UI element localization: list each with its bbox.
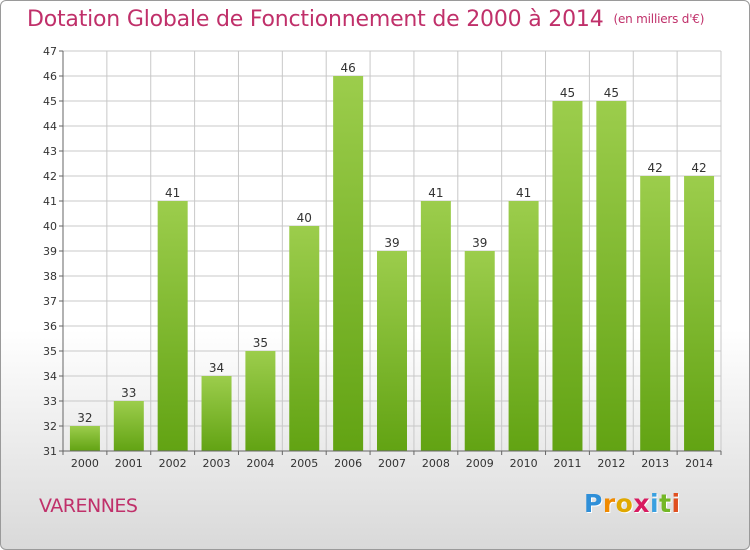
bar-2004: [245, 351, 276, 451]
y-tick-label: 33: [43, 395, 57, 408]
y-tick-label: 46: [43, 70, 57, 83]
bar-2009: [464, 251, 495, 451]
value-label-2006: 46: [340, 61, 355, 75]
y-tick-label: 37: [43, 295, 57, 308]
bar-2000: [69, 426, 100, 451]
bar-2010: [508, 201, 539, 451]
value-label-2013: 42: [648, 161, 663, 175]
bar-2013: [640, 176, 671, 451]
value-label-2012: 45: [604, 86, 619, 100]
bars: [69, 76, 715, 451]
y-tick-label: 38: [43, 270, 57, 283]
y-tick-label: 42: [43, 170, 57, 183]
x-tick-label-2003: 2003: [203, 457, 231, 470]
chart-title-text: Dotation Globale de Fonctionnement de 20…: [27, 7, 604, 32]
x-tick-label-2012: 2012: [597, 457, 625, 470]
logo-letter: i: [650, 489, 660, 518]
value-label-2011: 45: [560, 86, 575, 100]
x-tick-label-2004: 2004: [246, 457, 274, 470]
x-tick-label-2000: 2000: [71, 457, 99, 470]
x-tick-label-2009: 2009: [466, 457, 494, 470]
x-tick-label-2005: 2005: [290, 457, 318, 470]
x-tick-label-2006: 2006: [334, 457, 362, 470]
x-tick-label-2011: 2011: [553, 457, 581, 470]
bar-2001: [113, 401, 144, 451]
x-tick-label-2007: 2007: [378, 457, 406, 470]
commune-name: VARENNES: [39, 495, 138, 517]
x-tick-label-2010: 2010: [510, 457, 538, 470]
value-label-2003: 34: [209, 361, 224, 375]
bar-2002: [157, 201, 188, 451]
y-tick-label: 34: [43, 370, 57, 383]
data-labels: 32 33 41 34 35 40 46 39 41 39 41 45 45 42 42: [77, 61, 706, 425]
x-tick-label-2014: 2014: [685, 457, 713, 470]
axes: 31 32 33 34 35 36 37 38 39 40 41 42 43 44 45 46 47 2000 20…: [43, 45, 722, 470]
y-tick-label: 36: [43, 320, 57, 333]
chart-subtitle: (en milliers d'€): [613, 12, 705, 26]
bar-2006: [333, 76, 364, 451]
x-tick-label-2002: 2002: [159, 457, 187, 470]
y-tick-label: 35: [43, 345, 57, 358]
logo-letter: x: [633, 489, 650, 518]
chart-title: Dotation Globale de Fonctionnement de 20…: [27, 7, 704, 32]
x-tick-label-2013: 2013: [641, 457, 669, 470]
y-tick-label: 44: [43, 120, 57, 133]
value-label-2009: 39: [472, 236, 487, 250]
value-label-2008: 41: [428, 186, 443, 200]
logo-letter: i: [671, 489, 681, 518]
value-label-2007: 39: [384, 236, 399, 250]
x-tick-label-2008: 2008: [422, 457, 450, 470]
y-tick-label: 41: [43, 195, 57, 208]
bar-2007: [377, 251, 407, 451]
value-label-2010: 41: [516, 186, 531, 200]
value-label-2000: 32: [77, 411, 92, 425]
value-label-2014: 42: [691, 161, 706, 175]
bar-2005: [289, 226, 320, 451]
bar-2011: [552, 101, 583, 451]
y-tick-label: 47: [43, 45, 57, 58]
x-tick-label-2001: 2001: [115, 457, 143, 470]
logo-letter: P: [584, 489, 603, 518]
bar-2014: [684, 176, 715, 451]
y-tick-label: 43: [43, 145, 57, 158]
value-label-2004: 35: [253, 336, 268, 350]
y-tick-label: 39: [43, 245, 57, 258]
y-tick-label: 31: [43, 445, 57, 458]
logo-letter: r: [602, 489, 616, 518]
proxiti-logo: Proxiti: [584, 489, 681, 518]
logo-letter: t: [659, 489, 672, 518]
bar-2003: [201, 376, 232, 451]
y-tick-label: 45: [43, 95, 57, 108]
value-label-2002: 41: [165, 186, 180, 200]
y-tick-label: 32: [43, 420, 57, 433]
y-tick-label: 40: [43, 220, 57, 233]
value-label-2001: 33: [121, 386, 136, 400]
value-label-2005: 40: [297, 211, 312, 225]
logo-letter: o: [615, 489, 634, 518]
bar-2008: [420, 201, 451, 451]
bar-2012: [596, 101, 627, 451]
